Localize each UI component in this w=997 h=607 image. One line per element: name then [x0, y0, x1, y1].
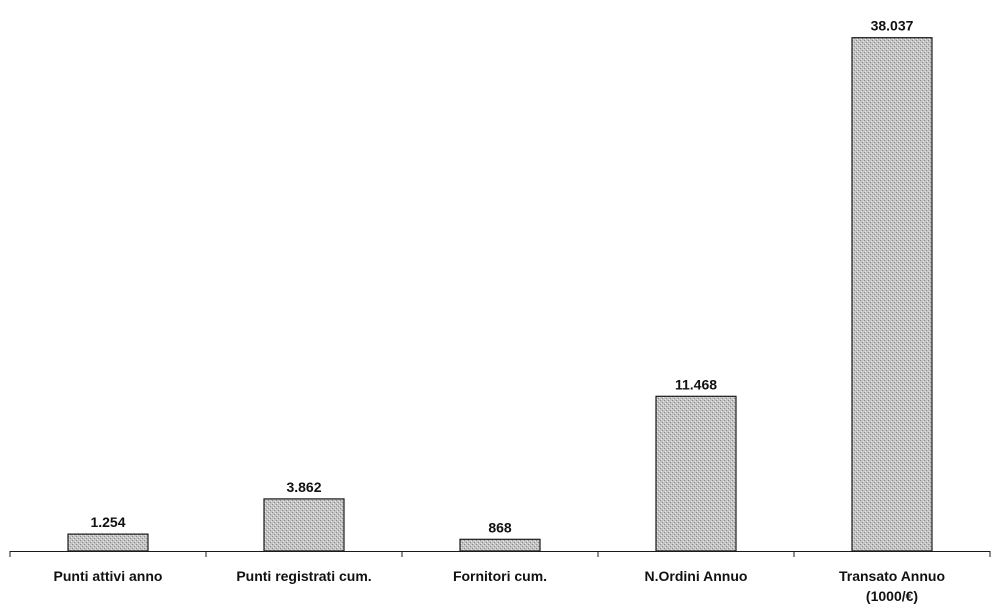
- data-label-5: 38.037: [871, 18, 914, 34]
- x-axis: [9, 551, 991, 557]
- bar-2: [263, 498, 345, 552]
- bars-group: [67, 37, 933, 552]
- data-labels-group: 1.254 3.862 868 11.468 38.037: [90, 18, 913, 536]
- data-label-1: 1.254: [90, 514, 125, 530]
- category-label-5-line-1: Transato Annuo: [839, 568, 945, 584]
- category-label-3: Fornitori cum.: [453, 568, 547, 584]
- bar-3: [459, 538, 541, 552]
- category-label-5-line-2: (1000/€): [866, 588, 918, 604]
- bar-5: [851, 37, 933, 552]
- data-label-4: 11.468: [675, 376, 717, 392]
- category-labels-group: Punti attivi anno Punti registrati cum. Fo…: [54, 568, 945, 604]
- category-label-2: Punti registrati cum.: [236, 568, 371, 584]
- category-label-1: Punti attivi anno: [54, 568, 163, 584]
- bar-1: [67, 533, 149, 552]
- data-label-3: 868: [488, 519, 512, 535]
- category-label-4: N.Ordini Annuo: [645, 568, 748, 584]
- bar-4: [655, 395, 737, 552]
- data-label-2: 3.862: [286, 479, 321, 495]
